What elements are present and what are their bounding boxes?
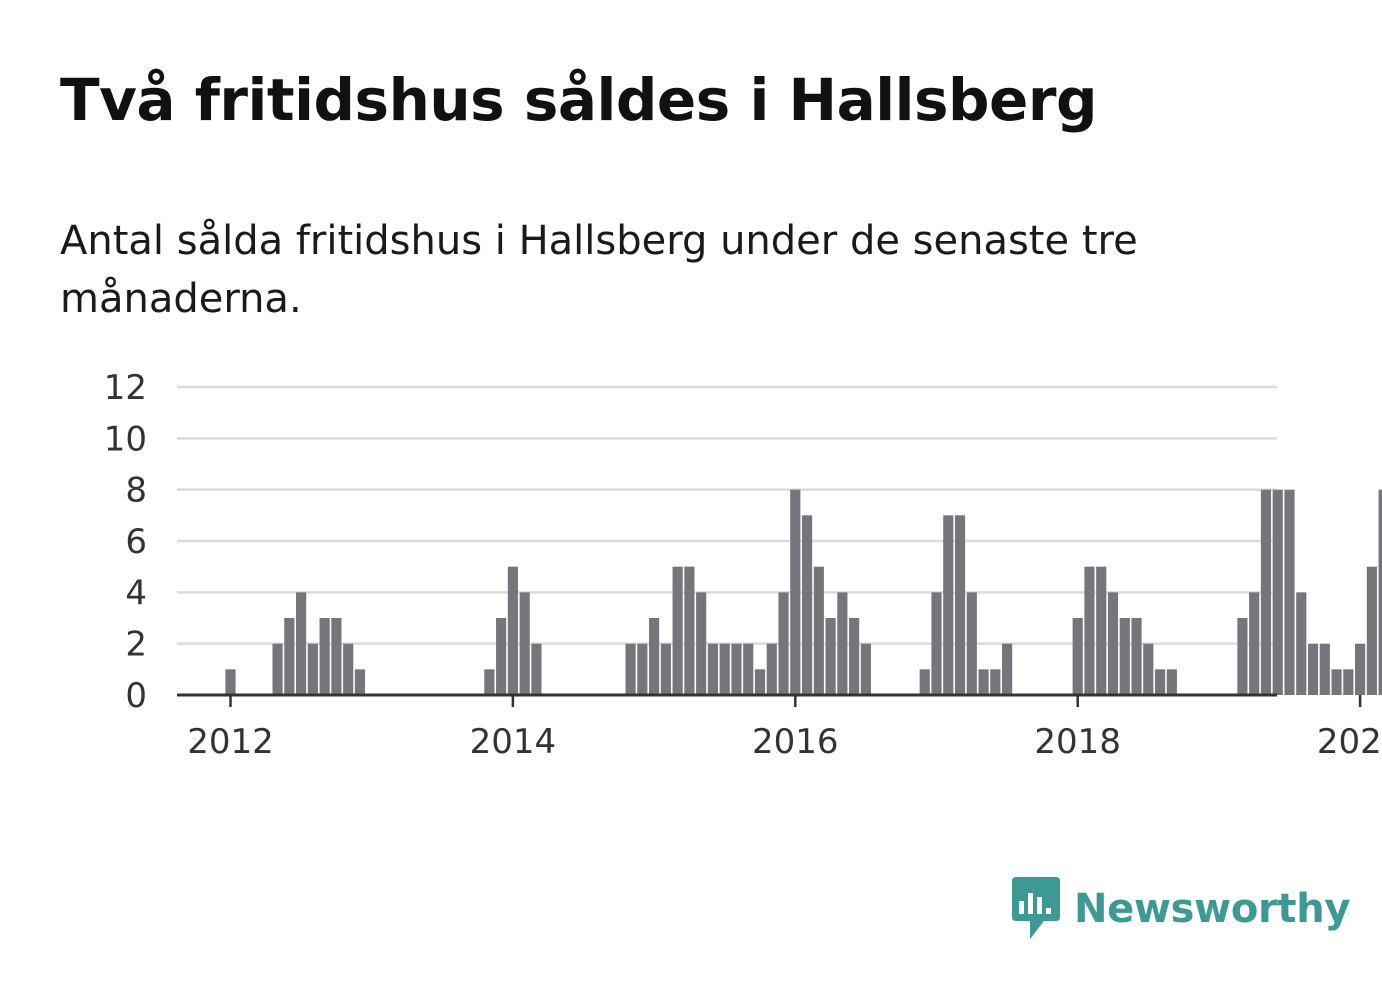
bar [1355, 643, 1366, 695]
bar [849, 618, 860, 695]
bar [1143, 643, 1154, 695]
bar [1319, 643, 1330, 695]
bar [296, 592, 307, 695]
y-tick-label: 0 [125, 676, 147, 716]
bar [778, 592, 789, 695]
x-tick-label: 2014 [470, 722, 557, 762]
bar [637, 643, 648, 695]
bar [825, 618, 836, 695]
bar [1272, 489, 1283, 695]
bar [319, 618, 330, 695]
bar [272, 643, 283, 695]
bar [1331, 669, 1342, 695]
bar [1002, 643, 1013, 695]
bar [931, 592, 942, 695]
bar [1378, 489, 1382, 695]
bar [354, 669, 366, 695]
y-tick-label: 4 [125, 573, 147, 613]
bar [1249, 592, 1260, 695]
bar [696, 592, 707, 695]
bar [1154, 669, 1166, 695]
bar [625, 643, 636, 695]
bar [990, 669, 1001, 695]
bar [507, 566, 518, 695]
bar [1343, 669, 1354, 695]
bar [331, 618, 342, 695]
bar [1084, 566, 1095, 695]
bar [1296, 592, 1307, 695]
brand-name: Newsworthy [1074, 886, 1351, 932]
x-tick-label: 2016 [752, 722, 839, 762]
bar [919, 669, 930, 695]
bar [284, 618, 295, 695]
chart-subtitle: Antal sålda fritidshus i Hallsberg under… [60, 218, 1138, 322]
bar [1307, 643, 1319, 695]
bar [307, 643, 318, 695]
bar [837, 592, 848, 695]
bar [719, 643, 730, 695]
bar [649, 618, 660, 695]
bar [731, 643, 742, 695]
bar [672, 566, 683, 695]
brand-logo: Newsworthy [1010, 876, 1351, 942]
y-tick-label: 2 [125, 625, 147, 665]
y-tick-label: 10 [104, 419, 147, 459]
bar [1260, 489, 1272, 695]
bar [766, 643, 777, 695]
bar [966, 592, 977, 695]
bar [860, 643, 871, 695]
bar [1072, 618, 1083, 695]
bar [1096, 566, 1107, 695]
bar [519, 592, 530, 695]
x-tick-label: 2020 [1317, 722, 1382, 762]
y-tick-label: 8 [125, 471, 147, 511]
bar-chart: 0246810122201220142016201820202022202420… [104, 368, 1382, 762]
y-tick-label: 12 [104, 368, 147, 408]
bar [943, 515, 954, 695]
bar [684, 566, 695, 695]
bar [660, 643, 671, 695]
bar [1107, 592, 1119, 695]
bar [225, 669, 236, 695]
x-tick-label: 2012 [187, 722, 274, 762]
bar [954, 515, 966, 695]
bar [790, 489, 801, 695]
bar [707, 643, 719, 695]
bar [801, 515, 813, 695]
bar [1131, 618, 1142, 695]
bar [743, 643, 754, 695]
x-tick-label: 2018 [1034, 722, 1121, 762]
bar [754, 669, 766, 695]
bar [1237, 618, 1248, 695]
bar [1366, 566, 1377, 695]
bar [1166, 669, 1177, 695]
bar [978, 669, 989, 695]
bar [531, 643, 542, 695]
bar [343, 643, 354, 695]
bar [1284, 489, 1295, 695]
page-title: Två fritidshus såldes i Hallsberg [60, 66, 1098, 134]
bar [1119, 618, 1130, 695]
bar [813, 566, 824, 695]
bar [496, 618, 507, 695]
y-tick-label: 6 [125, 522, 147, 562]
bar [484, 669, 495, 695]
newsworthy-logo-icon [1012, 877, 1060, 939]
